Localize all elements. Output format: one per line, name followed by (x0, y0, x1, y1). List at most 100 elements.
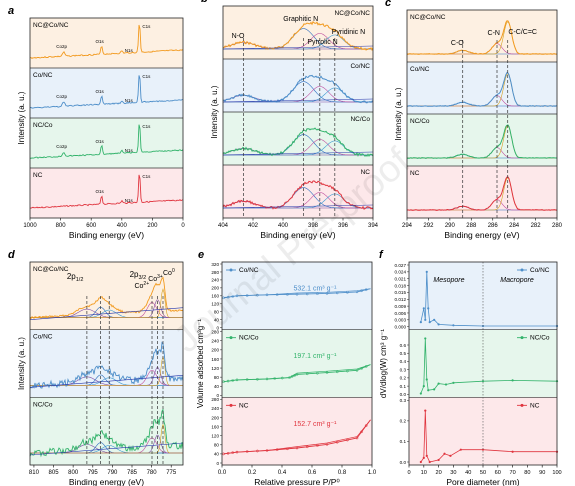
spectrum-bg (30, 397, 183, 465)
y-tick-label: 40 (214, 318, 220, 323)
y-tick-label: 80 (214, 310, 220, 315)
data-point (424, 337, 427, 340)
legend-marker (229, 268, 233, 272)
peak-label: N1s (125, 98, 134, 103)
y-tick-label: 160 (211, 424, 219, 429)
panel-letter-e: e (198, 249, 204, 261)
x-tick-label: 0.2 (248, 470, 257, 476)
x-tick-label: 30 (450, 470, 456, 476)
peak-label: C1s (142, 174, 151, 179)
spectrum-bg (223, 6, 373, 59)
legend-marker (229, 336, 233, 340)
subplot-bg (222, 397, 372, 465)
data-point (245, 378, 249, 381)
data-point (360, 430, 363, 434)
data-point (293, 374, 296, 377)
data-point (265, 293, 269, 297)
y-axis-label: dV/dlog(W) cm³ g⁻¹ (379, 329, 388, 398)
y-tick-label: 200 (211, 348, 219, 353)
data-point (335, 440, 339, 444)
data-point (265, 377, 269, 381)
x-tick-label: 0.8 (338, 470, 347, 476)
component-peak (223, 140, 373, 156)
spectrum-label: NC@Co/NC (33, 22, 69, 29)
x-axis-label: Binding energy (eV) (69, 230, 144, 240)
data-point (419, 392, 422, 395)
y-tick-label: 320 (211, 262, 219, 267)
y-axis-label: Intensity (a. u.) (17, 91, 26, 144)
annotation-graphitic-n: Graphitic N (283, 16, 318, 23)
y-tick-label: 80 (214, 443, 220, 448)
data-point (235, 450, 239, 454)
y-tick-label: 120 (211, 434, 219, 439)
data-point (422, 456, 425, 459)
peak-label: O1s (95, 189, 104, 194)
y-tick-label: 80 (214, 375, 220, 380)
x-tick-label: 50 (480, 470, 486, 476)
y-tick-label: 0.015 (395, 290, 407, 295)
spectrum-bg (30, 168, 183, 218)
data-point (288, 376, 291, 379)
spectrum-line (222, 127, 374, 157)
panel-b: b NC@Co/NC Co/NC NC/Co NC 404 402 400 398 396 394 B… (201, 0, 379, 240)
data-point (360, 367, 363, 370)
y-tick-label: 0.021 (395, 277, 407, 282)
data-point (346, 369, 349, 373)
peak-label: O1s (95, 39, 104, 44)
surface-area-label: 532.1 cm³ g⁻¹ (294, 285, 338, 292)
x-axis-label: Relative pressure P/P⁰ (254, 477, 340, 486)
data-point (360, 289, 363, 293)
y-tick-label: 40 (214, 384, 220, 389)
region-label-mesopore: Mesopore (433, 277, 464, 284)
x-tick-label: 0.6 (308, 470, 317, 476)
x-axis-label: Binding energy (eV) (260, 230, 335, 240)
data-point (443, 452, 446, 455)
spectrum-bg (30, 68, 183, 118)
data-point (355, 290, 359, 294)
x-tick-label: 288 (466, 223, 477, 229)
annotation-co3: Co3+ (148, 274, 163, 283)
spectrum-label: Co/NC (410, 66, 430, 73)
annotation-pyrrolic-n: Pyrrolic N (307, 39, 337, 46)
spectrum-label: Co/NC (33, 334, 53, 341)
spectrum-bg (30, 118, 183, 168)
annotation-2p32: 2p3/2 (130, 270, 147, 281)
x-tick-label: 780 (147, 470, 158, 476)
data-point (335, 370, 339, 374)
panel-letter-b: b (201, 0, 208, 5)
y-tick-label: 0.3 (400, 367, 407, 372)
data-point (245, 294, 249, 297)
distribution-line (420, 410, 557, 463)
data-point (459, 448, 462, 451)
data-point (316, 292, 319, 296)
data-point (256, 449, 259, 453)
data-point (273, 377, 276, 380)
baseline (29, 442, 184, 456)
y-tick-label: 0 (216, 393, 219, 398)
y-tick-label: 0.006 (395, 311, 407, 316)
annotation-c-n: C-N (488, 30, 500, 37)
data-point (231, 451, 235, 455)
legend-label: NC/Co (239, 335, 259, 342)
peak-label: N1s (125, 148, 134, 153)
spectrum-line (407, 71, 558, 108)
data-point (481, 380, 485, 383)
data-point (364, 424, 368, 427)
data-point (419, 460, 422, 464)
x-tick-label: 394 (368, 223, 379, 229)
data-point (286, 293, 289, 296)
y-tick-label: 240 (211, 278, 219, 283)
data-point (256, 293, 259, 297)
x-tick-label: 396 (338, 223, 349, 229)
spectrum-label: Co/NC (350, 63, 370, 70)
distribution-line (420, 338, 558, 394)
annotation-c-c: C-C/C=C (508, 29, 537, 36)
y-axis-label: Intensity (a. u.) (394, 87, 403, 140)
data-point (425, 454, 428, 457)
region-label-macropore: Macropore (500, 277, 534, 284)
spectrum-bg (223, 165, 373, 218)
data-point (316, 444, 319, 447)
panel-f: f0.0000.0030.0060.0090.0120.0150.0180.02… (379, 249, 562, 486)
y-tick-label: 0.6 (400, 343, 407, 348)
spectrum-line (29, 75, 184, 109)
